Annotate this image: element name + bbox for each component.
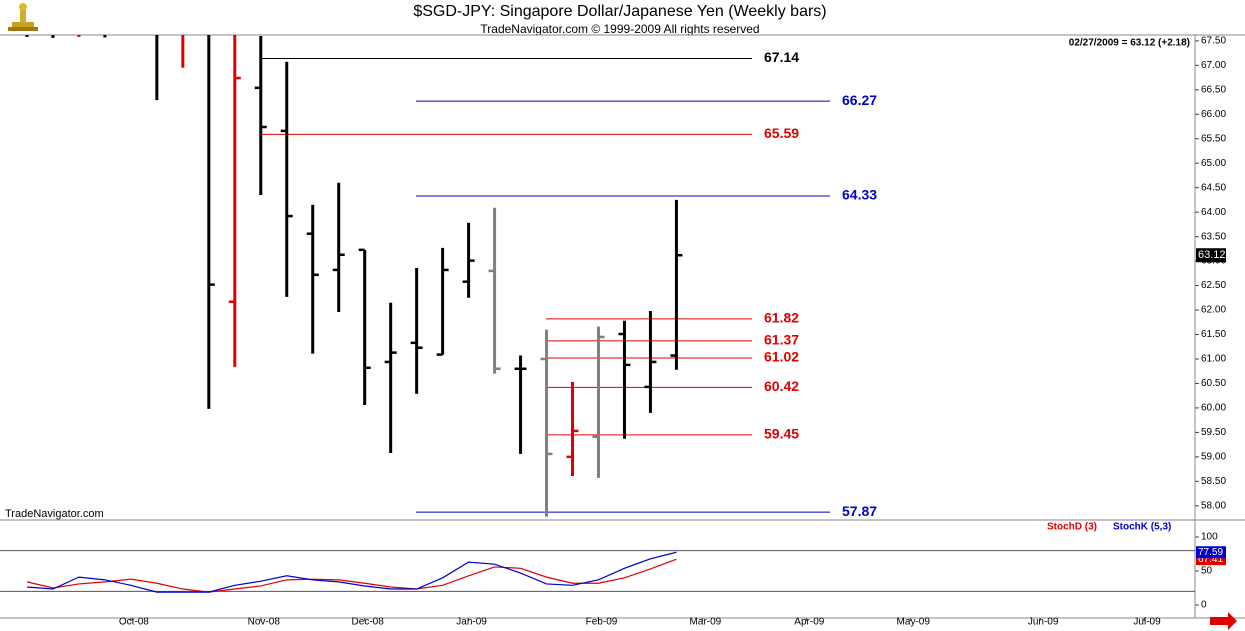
info-text: 02/27/2009 = 63.12 (+2.18) [1069, 38, 1190, 49]
x-tick-label: Nov-08 [248, 617, 281, 628]
indicator-panel [0, 550, 1195, 593]
y-tick-label: 64.50 [1201, 182, 1226, 193]
level-label: 66.27 [842, 92, 877, 108]
chart-title: $SGD-JPY: Singapore Dollar/Japanese Yen … [413, 3, 826, 20]
y-tick-label: 65.00 [1201, 158, 1226, 169]
y-tick-label: 65.50 [1201, 133, 1226, 144]
level-label: 59.45 [764, 426, 799, 442]
price-panel [25, 35, 830, 517]
y-tick-label: 66.50 [1201, 84, 1226, 95]
level-label: 65.59 [764, 125, 799, 141]
x-tick-label: Mar-09 [690, 617, 722, 628]
y-tick-label: 62.00 [1201, 305, 1226, 316]
indicator-line [26, 551, 677, 593]
indicator-box-label: 67.41 [1198, 554, 1223, 565]
x-tick-label: May-09 [897, 617, 931, 628]
y-tick-label: 62.50 [1201, 280, 1226, 291]
y-tick-label: 60.00 [1201, 403, 1226, 414]
y-tick-label: 0 [1201, 600, 1207, 611]
legend-entry: StochD (3) [1047, 522, 1097, 533]
y-tick-label: 60.50 [1201, 378, 1226, 389]
y-tick-label: 63.50 [1201, 231, 1226, 242]
level-label: 57.87 [842, 503, 877, 519]
watermark: TradeNavigator.com [5, 508, 104, 520]
indicator-box [1196, 546, 1226, 559]
y-tick-label: 58.50 [1201, 476, 1226, 487]
level-label: 60.42 [764, 378, 799, 394]
y-tick-label: 58.00 [1201, 500, 1226, 511]
y-tick-label: 66.00 [1201, 109, 1226, 120]
x-tick-label: Jan-09 [456, 617, 487, 628]
level-label: 61.82 [764, 310, 799, 326]
x-tick-label: Feb-09 [586, 617, 618, 628]
legend-entry: StochK (5,3) [1113, 522, 1171, 533]
level-label: 67.14 [764, 49, 799, 65]
x-tick-label: Dec-08 [352, 617, 385, 628]
price-box-label: 63.12 [1198, 249, 1226, 261]
y-tick-label: 100 [1201, 532, 1218, 543]
y-tick-label: 64.00 [1201, 207, 1226, 218]
x-tick-label: Jun-09 [1028, 617, 1059, 628]
y-tick-label: 50 [1201, 566, 1213, 577]
y-tick-label: 67.00 [1201, 60, 1226, 71]
x-tick-label: Jul-09 [1133, 617, 1161, 628]
y-tick-label: 59.50 [1201, 427, 1226, 438]
x-tick-label: Oct-08 [119, 617, 149, 628]
logo [8, 3, 38, 31]
indicator-box-label: 77.59 [1198, 547, 1223, 558]
y-tick-label: 61.50 [1201, 329, 1226, 340]
chart-subtitle: TradeNavigator.com © 1999-2009 All right… [480, 22, 759, 36]
x-tick-label: Apr-09 [794, 617, 824, 628]
y-tick-label: 67.50 [1201, 36, 1226, 47]
price-box [1196, 248, 1226, 263]
level-label: 61.37 [764, 332, 799, 348]
scroll-arrow[interactable] [1210, 612, 1237, 630]
y-tick-label: 59.00 [1201, 452, 1226, 463]
level-label: 61.02 [764, 349, 799, 365]
level-label: 64.33 [842, 187, 877, 203]
indicator-line [26, 558, 677, 593]
y-tick-label: 61.00 [1201, 354, 1226, 365]
